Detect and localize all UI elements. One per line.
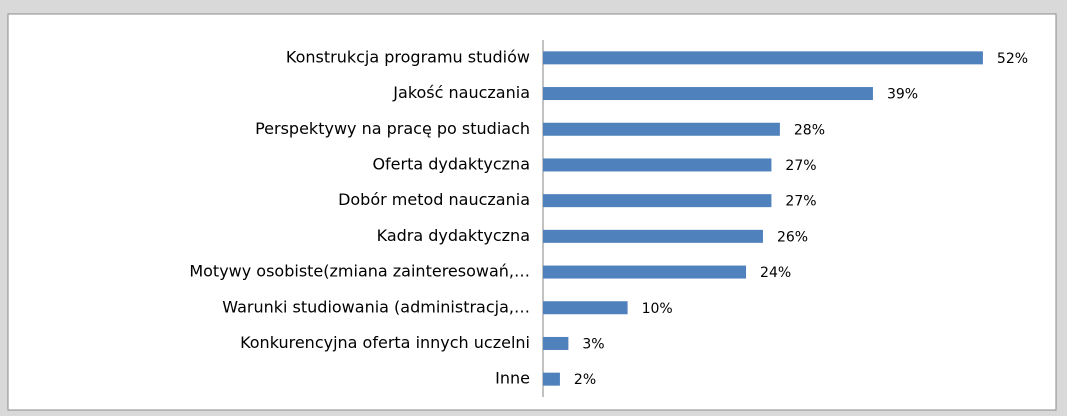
category-label: Perspektywy na pracę po studiach (255, 119, 530, 138)
value-label: 27% (785, 194, 816, 210)
category-label: Inne (495, 369, 530, 388)
value-label: 3% (582, 336, 604, 352)
category-label: Kadra dydaktyczna (377, 226, 530, 245)
category-label: Konstrukcja programu studiów (286, 47, 530, 66)
value-label: 28% (794, 122, 825, 138)
value-label: 2% (574, 372, 596, 388)
bar (543, 158, 772, 172)
bar (543, 336, 569, 350)
category-label: Jakość nauczania (392, 83, 530, 102)
category-label: Warunki studiowania (administracja,… (222, 297, 530, 316)
value-label: 27% (785, 158, 816, 174)
value-label: 39% (887, 87, 918, 103)
category-label: Dobór metod nauczania (338, 190, 530, 209)
category-label: Motywy osobiste(zmiana zainteresowań,… (189, 262, 530, 281)
value-label: 26% (777, 229, 808, 245)
value-label: 10% (642, 301, 673, 317)
bar (543, 122, 780, 136)
bar (543, 194, 772, 208)
value-label: 24% (760, 265, 791, 281)
bar (543, 265, 747, 279)
category-label: Oferta dydaktyczna (372, 154, 530, 173)
category-label: Konkurencyjna oferta innych uczelni (240, 333, 530, 352)
bar (543, 301, 628, 315)
plot-area (7, 13, 1057, 411)
bar (543, 372, 560, 386)
bar (543, 87, 873, 101)
bar (543, 229, 763, 243)
bar (543, 51, 983, 65)
value-label: 52% (997, 51, 1028, 67)
